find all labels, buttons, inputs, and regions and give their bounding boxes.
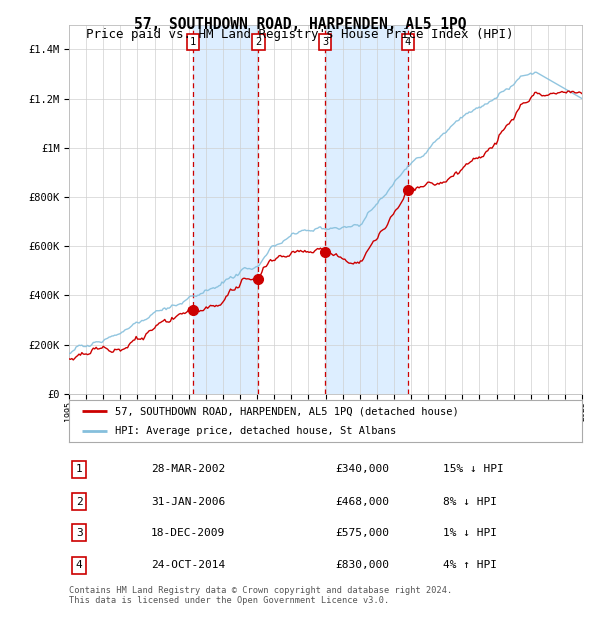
- Text: 1: 1: [190, 37, 196, 47]
- Text: 1% ↓ HPI: 1% ↓ HPI: [443, 528, 497, 538]
- Text: 15% ↓ HPI: 15% ↓ HPI: [443, 464, 504, 474]
- Text: 28-MAR-2002: 28-MAR-2002: [151, 464, 226, 474]
- Bar: [325, 25, 408, 394]
- Text: 3: 3: [322, 37, 328, 47]
- Text: £830,000: £830,000: [336, 560, 390, 570]
- Text: £340,000: £340,000: [336, 464, 390, 474]
- Text: 3: 3: [76, 528, 83, 538]
- Text: 31-JAN-2006: 31-JAN-2006: [151, 497, 226, 507]
- Text: 24-OCT-2014: 24-OCT-2014: [151, 560, 226, 570]
- Text: Price paid vs. HM Land Registry's House Price Index (HPI): Price paid vs. HM Land Registry's House …: [86, 28, 514, 41]
- Text: 57, SOUTHDOWN ROAD, HARPENDEN, AL5 1PQ (detached house): 57, SOUTHDOWN ROAD, HARPENDEN, AL5 1PQ (…: [115, 406, 459, 416]
- Text: 2: 2: [76, 497, 83, 507]
- Text: Contains HM Land Registry data © Crown copyright and database right 2024.
This d: Contains HM Land Registry data © Crown c…: [69, 586, 452, 605]
- Text: £575,000: £575,000: [336, 528, 390, 538]
- Text: 4: 4: [404, 37, 411, 47]
- Text: £468,000: £468,000: [336, 497, 390, 507]
- Text: 18-DEC-2009: 18-DEC-2009: [151, 528, 226, 538]
- Text: HPI: Average price, detached house, St Albans: HPI: Average price, detached house, St A…: [115, 426, 397, 436]
- Text: 1: 1: [76, 464, 83, 474]
- Bar: [193, 25, 259, 394]
- Text: 2: 2: [256, 37, 262, 47]
- Text: 4% ↑ HPI: 4% ↑ HPI: [443, 560, 497, 570]
- Text: 4: 4: [76, 560, 83, 570]
- Text: 57, SOUTHDOWN ROAD, HARPENDEN, AL5 1PQ: 57, SOUTHDOWN ROAD, HARPENDEN, AL5 1PQ: [134, 17, 466, 32]
- Text: 8% ↓ HPI: 8% ↓ HPI: [443, 497, 497, 507]
